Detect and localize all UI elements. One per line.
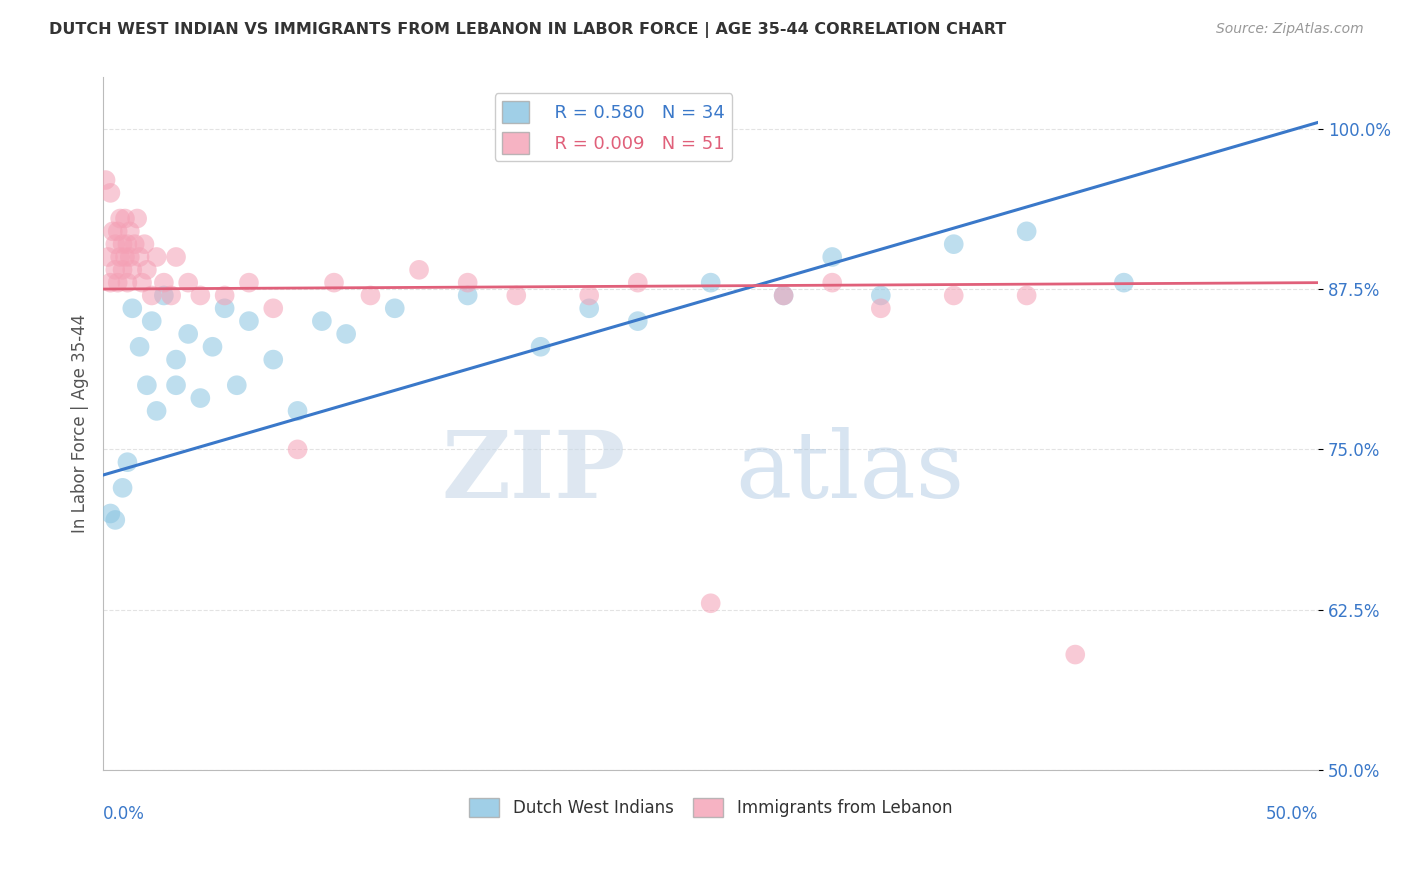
Point <box>134 237 156 252</box>
Point <box>942 288 965 302</box>
Point <box>117 276 139 290</box>
Point <box>108 250 131 264</box>
Point <box>145 250 167 264</box>
Point <box>323 276 346 290</box>
Point <box>262 301 284 316</box>
Point <box>131 276 153 290</box>
Point <box>165 352 187 367</box>
Point <box>124 237 146 252</box>
Point <box>457 288 479 302</box>
Point <box>942 237 965 252</box>
Point <box>335 326 357 341</box>
Point <box>118 250 141 264</box>
Text: 0.0%: 0.0% <box>103 805 145 822</box>
Point <box>238 314 260 328</box>
Point <box>772 288 794 302</box>
Point <box>287 404 309 418</box>
Point <box>141 314 163 328</box>
Point <box>177 276 200 290</box>
Point <box>141 288 163 302</box>
Point <box>153 276 176 290</box>
Point <box>117 455 139 469</box>
Point <box>101 224 124 238</box>
Point <box>529 340 551 354</box>
Point <box>145 404 167 418</box>
Point <box>1064 648 1087 662</box>
Point <box>359 288 381 302</box>
Point <box>384 301 406 316</box>
Point <box>108 211 131 226</box>
Point <box>188 288 211 302</box>
Text: Source: ZipAtlas.com: Source: ZipAtlas.com <box>1216 22 1364 37</box>
Point <box>117 237 139 252</box>
Point <box>627 276 650 290</box>
Point <box>97 250 120 264</box>
Point <box>111 262 134 277</box>
Point <box>160 288 183 302</box>
Point <box>225 378 247 392</box>
Point <box>1015 288 1038 302</box>
Point <box>127 211 149 226</box>
Y-axis label: In Labor Force | Age 35-44: In Labor Force | Age 35-44 <box>72 314 89 533</box>
Point <box>869 288 891 302</box>
Point <box>214 301 236 316</box>
Point <box>107 224 129 238</box>
Point <box>165 378 187 392</box>
Point <box>214 288 236 302</box>
Point <box>287 442 309 457</box>
Point <box>699 596 721 610</box>
Point <box>94 173 117 187</box>
Point <box>821 250 844 264</box>
Point <box>121 262 143 277</box>
Point <box>118 224 141 238</box>
Point <box>114 250 136 264</box>
Point <box>201 340 224 354</box>
Text: 50.0%: 50.0% <box>1265 805 1319 822</box>
Point <box>505 288 527 302</box>
Point <box>188 391 211 405</box>
Point <box>578 288 600 302</box>
Point <box>772 288 794 302</box>
Point <box>104 513 127 527</box>
Point <box>128 340 150 354</box>
Point <box>262 352 284 367</box>
Legend: Dutch West Indians, Immigrants from Lebanon: Dutch West Indians, Immigrants from Leba… <box>463 791 959 824</box>
Point <box>177 326 200 341</box>
Point <box>153 288 176 302</box>
Point <box>699 276 721 290</box>
Point <box>1015 224 1038 238</box>
Text: atlas: atlas <box>735 427 965 517</box>
Point <box>457 276 479 290</box>
Point <box>100 186 122 200</box>
Point <box>821 276 844 290</box>
Point <box>104 237 127 252</box>
Point <box>578 301 600 316</box>
Point <box>114 211 136 226</box>
Point <box>165 250 187 264</box>
Point <box>111 481 134 495</box>
Point <box>100 507 122 521</box>
Point <box>627 314 650 328</box>
Point <box>111 237 134 252</box>
Text: ZIP: ZIP <box>441 427 626 517</box>
Point <box>135 378 157 392</box>
Point <box>107 276 129 290</box>
Point <box>104 262 127 277</box>
Point <box>128 250 150 264</box>
Point <box>135 262 157 277</box>
Point <box>311 314 333 328</box>
Point <box>238 276 260 290</box>
Point <box>1112 276 1135 290</box>
Point <box>121 301 143 316</box>
Text: DUTCH WEST INDIAN VS IMMIGRANTS FROM LEBANON IN LABOR FORCE | AGE 35-44 CORRELAT: DUTCH WEST INDIAN VS IMMIGRANTS FROM LEB… <box>49 22 1007 38</box>
Point <box>408 262 430 277</box>
Point <box>100 276 122 290</box>
Point <box>869 301 891 316</box>
